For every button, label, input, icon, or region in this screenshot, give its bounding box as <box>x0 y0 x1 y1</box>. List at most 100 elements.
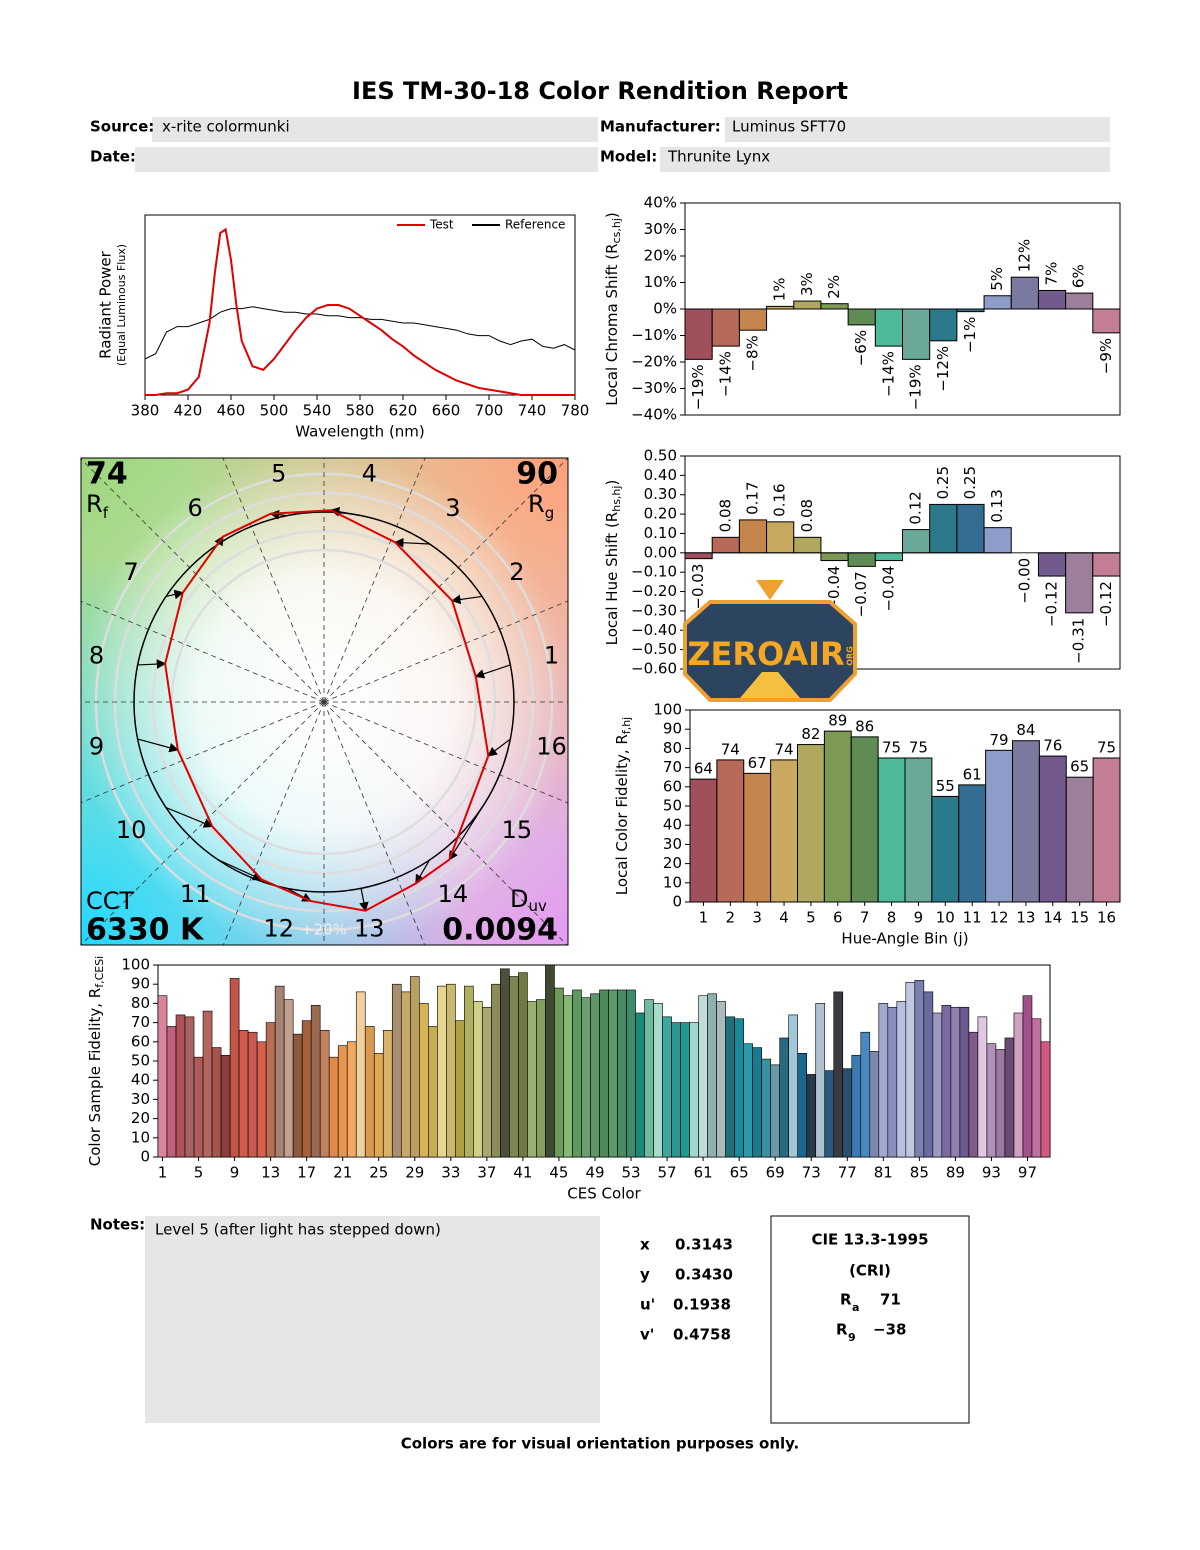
bin-label: 6 <box>187 494 202 522</box>
x-tick-label: 5 <box>194 1164 204 1182</box>
x-tick-label: 29 <box>405 1164 424 1182</box>
bar <box>815 1003 826 1158</box>
y-tick-label: 0.00 <box>644 543 677 561</box>
bin-divider <box>323 701 568 804</box>
bar <box>956 503 985 554</box>
y-tick-label: −0.10 <box>631 563 677 581</box>
y-axis-label-text: Local Hue Shift (R <box>603 512 621 646</box>
rg-symbol-sub: g <box>545 504 555 522</box>
bar <box>877 757 906 903</box>
y-tick-label: −0.20 <box>631 582 677 600</box>
value-label: 64 <box>694 760 713 778</box>
bar <box>905 981 916 1158</box>
y-tick-label: 50 <box>663 797 682 815</box>
bar <box>689 1022 699 1158</box>
bar <box>716 759 745 903</box>
y-tick-label: −0.60 <box>631 660 677 678</box>
bar <box>536 999 546 1158</box>
value-label: −19% <box>907 364 925 410</box>
bar <box>929 503 958 554</box>
y-tick-label: 10 <box>663 873 682 891</box>
bar <box>211 1047 222 1158</box>
rf-symbol-text: R <box>86 490 103 518</box>
value-label: 12% <box>1015 239 1033 272</box>
bar <box>1037 552 1067 577</box>
bin-label: 9 <box>89 732 104 760</box>
y-tick-label: 80 <box>131 994 150 1012</box>
bar <box>823 730 852 903</box>
bar <box>554 987 564 1158</box>
bar <box>1012 740 1040 903</box>
value-label: −0.00 <box>1015 558 1033 604</box>
value-label: 89 <box>828 712 847 730</box>
bar <box>983 527 1012 554</box>
value-label: −0.31 <box>1070 618 1088 664</box>
x-tick-label: 580 <box>346 402 375 420</box>
bar <box>247 1031 258 1158</box>
bar <box>518 972 528 1158</box>
bin-divider <box>323 701 568 945</box>
vg-frame <box>80 457 569 946</box>
bar <box>265 1022 276 1158</box>
x-tick-label: 97 <box>1018 1164 1037 1182</box>
x-tick-label: 73 <box>802 1164 821 1182</box>
bar <box>373 1053 384 1158</box>
y-tick-label: −40% <box>631 406 677 424</box>
x-tick-label: 33 <box>441 1164 460 1182</box>
value-label: −1% <box>961 317 979 353</box>
bar <box>820 303 849 310</box>
shift-arrow <box>393 537 430 548</box>
shift-arrow <box>448 807 483 861</box>
y-tick-label: −30% <box>631 379 677 397</box>
y-tick-label: 0 <box>140 1148 150 1166</box>
field-value: x-rite colormunki <box>162 118 290 136</box>
x-tick-label: 660 <box>432 402 461 420</box>
shift-arrow <box>218 859 263 881</box>
y-tick-label: 40 <box>663 816 682 834</box>
value-label: −19% <box>689 364 707 410</box>
r9-sub: 9 <box>848 1331 856 1344</box>
value-label: 7% <box>1043 262 1061 286</box>
bar <box>711 536 740 554</box>
bar <box>929 308 958 342</box>
bar <box>563 995 573 1158</box>
scale-label: +20% <box>301 921 347 939</box>
x-tick-label: 25 <box>369 1164 388 1182</box>
bin-divider <box>81 701 325 945</box>
value-label: −0.12 <box>1097 581 1115 627</box>
bar <box>274 985 285 1158</box>
rf-symbol: Rf <box>86 490 109 522</box>
y-tick-label: 50 <box>131 1052 150 1070</box>
bar <box>797 744 825 903</box>
field-box <box>660 147 1110 172</box>
bar <box>923 991 934 1158</box>
x-tick-label: 6 <box>833 909 843 927</box>
bar <box>671 1022 681 1158</box>
x-tick-label: 93 <box>982 1164 1001 1182</box>
value-label: 75 <box>909 739 928 757</box>
bin-label: 3 <box>445 494 460 522</box>
bar <box>874 552 903 562</box>
rf-symbol-sub: f <box>103 504 109 522</box>
x-axis-label: Wavelength (nm) <box>295 423 425 441</box>
x-tick-label: 540 <box>303 402 332 420</box>
x-tick-label: 49 <box>585 1164 604 1182</box>
x-tick-label: 1 <box>158 1164 168 1182</box>
y-tick-label: 0 <box>672 893 682 911</box>
y-tick-label: 0.30 <box>644 485 677 503</box>
x-tick-label: 9 <box>914 909 924 927</box>
bar <box>874 308 903 347</box>
y-axis-label-text: ) <box>603 212 621 218</box>
value-label: 86 <box>855 717 874 735</box>
bar <box>738 308 768 331</box>
value-label: 55 <box>936 777 955 795</box>
field-value: Luminus SFT70 <box>732 118 846 136</box>
y-tick-label: 0.40 <box>644 466 677 484</box>
bar <box>887 1006 898 1158</box>
bar <box>644 999 654 1158</box>
value-label: 3% <box>798 272 816 296</box>
shift-arrow <box>359 888 369 912</box>
chroma-value: 0.4758 <box>673 1326 731 1344</box>
x-tick-label: 500 <box>260 402 289 420</box>
x-tick-label: 3 <box>752 909 762 927</box>
